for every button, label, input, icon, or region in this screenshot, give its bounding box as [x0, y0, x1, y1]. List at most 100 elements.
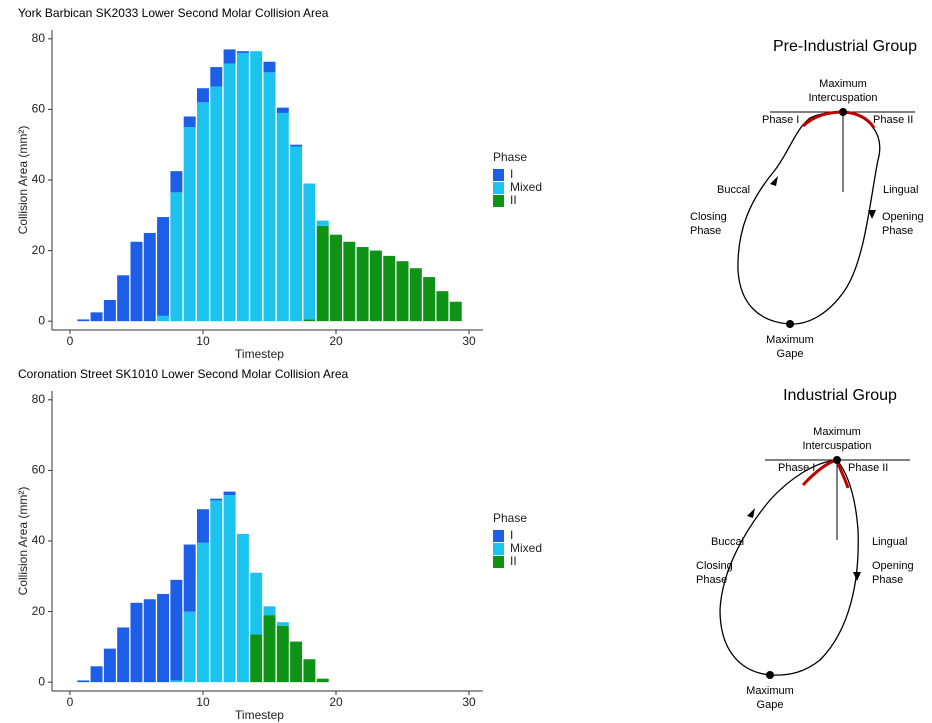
label: Phase [690, 225, 721, 237]
label: Maximum [819, 78, 867, 90]
bar [117, 275, 129, 321]
bar [397, 261, 409, 321]
legend-title: Phase [493, 150, 527, 164]
bar [224, 492, 236, 496]
point [786, 320, 794, 328]
legend-key [493, 169, 504, 181]
y-tick-label: 20 [32, 243, 46, 257]
y-tick-label: 0 [38, 674, 45, 688]
label: Opening [872, 560, 914, 572]
bar [383, 256, 395, 321]
legend-label: I [510, 167, 513, 181]
x-tick-label: 10 [196, 334, 210, 348]
point [766, 671, 774, 679]
label: Maximum [813, 426, 861, 438]
label: Phase I [778, 462, 815, 474]
chart-title: Coronation Street SK1010 Lower Second Mo… [18, 367, 349, 381]
bar [277, 108, 289, 113]
bar [277, 626, 289, 682]
label: Maximum [746, 685, 794, 697]
bar [224, 64, 236, 322]
label: Lingual [883, 184, 918, 196]
label: Gape [757, 699, 784, 711]
bar [277, 113, 289, 321]
label: Phase II [848, 462, 888, 474]
diagram-title: Pre-Industrial Group [773, 38, 917, 55]
label: Maximum [766, 334, 814, 346]
figure: Pre-Industrial Group Maximum Intercuspat… [0, 0, 932, 723]
bar [237, 534, 249, 682]
bar [264, 72, 276, 321]
legend-key [493, 195, 504, 207]
y-tick-label: 0 [38, 313, 45, 327]
bar [370, 251, 382, 322]
x-tick-label: 20 [329, 695, 343, 709]
legend-label: II [510, 193, 517, 207]
contact-phase [803, 112, 874, 128]
bar [210, 500, 222, 682]
label: Buccal [717, 184, 750, 196]
x-axis-label: Timestep [235, 708, 284, 722]
label: Phase [872, 574, 903, 586]
label: Intercuspation [802, 440, 871, 452]
bar [197, 509, 209, 543]
bar [144, 599, 156, 682]
bar [317, 679, 329, 683]
bar [170, 680, 182, 682]
bar [91, 666, 103, 682]
legend-key [493, 530, 504, 542]
y-tick-label: 80 [32, 31, 46, 45]
label: Phase [696, 574, 727, 586]
bar [157, 594, 169, 682]
bar [184, 116, 196, 127]
legend-label: II [510, 554, 517, 568]
bar [197, 102, 209, 321]
bar [210, 499, 222, 501]
chewing-loop [720, 460, 858, 675]
bar [436, 291, 448, 321]
legend-key [493, 543, 504, 555]
bar [237, 51, 249, 53]
bar [130, 242, 142, 321]
bar [197, 88, 209, 102]
bar [317, 226, 329, 321]
bar [170, 192, 182, 321]
bar [77, 680, 89, 682]
legend-label: Mixed [510, 541, 542, 555]
arrow [747, 508, 755, 518]
x-tick-label: 30 [462, 695, 476, 709]
arrow [853, 572, 861, 581]
bar [250, 51, 262, 321]
bar [117, 627, 129, 682]
label: Phase II [873, 114, 913, 126]
label: Closing [690, 211, 727, 223]
bar [423, 277, 435, 321]
label: Gape [777, 348, 804, 360]
diagram-industrial: Industrial Group Maximum Intercuspation … [696, 387, 914, 711]
y-tick-label: 40 [32, 533, 46, 547]
bar [357, 247, 369, 321]
x-tick-label: 30 [462, 334, 476, 348]
y-tick-label: 80 [32, 392, 46, 406]
bar [210, 86, 222, 321]
bar [210, 67, 222, 86]
bar [250, 635, 262, 683]
bar [303, 659, 315, 682]
bar [303, 184, 315, 320]
bar [104, 300, 116, 321]
bar [144, 233, 156, 321]
bar [290, 642, 302, 683]
chart-title: York Barbican SK2033 Lower Second Molar … [18, 6, 329, 20]
page: {"chart_data": [ {"type": "bar", "stacke… [0, 0, 932, 723]
bar [410, 268, 422, 321]
bar [170, 580, 182, 681]
legend-label: I [510, 528, 513, 542]
legend-key [493, 556, 504, 568]
bar [104, 649, 116, 683]
label: Intercuspation [808, 92, 877, 104]
bar [184, 545, 196, 612]
bar [237, 53, 249, 321]
bar [277, 622, 289, 626]
x-tick-label: 20 [329, 334, 343, 348]
x-tick-label: 0 [67, 695, 74, 709]
